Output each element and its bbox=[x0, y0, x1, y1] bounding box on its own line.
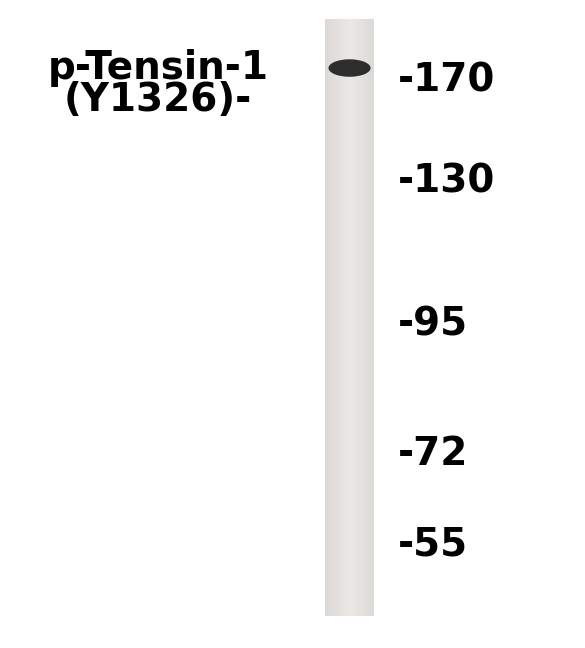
Text: p-Tensin-1: p-Tensin-1 bbox=[47, 49, 269, 87]
Bar bbox=[335, 19, 336, 616]
Text: -130: -130 bbox=[398, 163, 495, 200]
Bar bbox=[373, 19, 374, 616]
Text: -72: -72 bbox=[398, 435, 468, 472]
Bar bbox=[350, 19, 351, 616]
Bar bbox=[351, 19, 352, 616]
Bar bbox=[353, 19, 355, 616]
Bar bbox=[336, 19, 337, 616]
Bar bbox=[345, 19, 346, 616]
Bar bbox=[325, 19, 326, 616]
Bar bbox=[356, 19, 357, 616]
Bar bbox=[326, 19, 327, 616]
Bar bbox=[348, 19, 350, 616]
Bar bbox=[359, 19, 361, 616]
Text: -95: -95 bbox=[398, 305, 468, 343]
Bar bbox=[328, 19, 330, 616]
Bar bbox=[370, 19, 371, 616]
Bar bbox=[338, 19, 340, 616]
Bar bbox=[327, 19, 328, 616]
Bar bbox=[364, 19, 366, 616]
Text: (Y1326)-: (Y1326)- bbox=[64, 82, 252, 119]
Bar bbox=[330, 19, 331, 616]
Bar bbox=[358, 19, 359, 616]
Bar bbox=[371, 19, 372, 616]
Bar bbox=[342, 19, 343, 616]
Bar bbox=[357, 19, 358, 616]
Bar bbox=[361, 19, 362, 616]
Bar bbox=[347, 19, 348, 616]
Ellipse shape bbox=[329, 59, 371, 77]
Bar bbox=[332, 19, 333, 616]
Bar bbox=[363, 19, 364, 616]
Bar bbox=[346, 19, 347, 616]
Bar bbox=[331, 19, 332, 616]
Bar bbox=[367, 19, 368, 616]
Bar bbox=[341, 19, 342, 616]
Bar bbox=[368, 19, 370, 616]
Text: -55: -55 bbox=[398, 526, 468, 563]
Bar bbox=[337, 19, 338, 616]
Bar bbox=[339, 19, 341, 616]
Bar bbox=[362, 19, 363, 616]
Bar bbox=[366, 19, 367, 616]
Bar bbox=[352, 19, 353, 616]
Bar bbox=[355, 19, 356, 616]
Bar bbox=[372, 19, 373, 616]
Text: -170: -170 bbox=[398, 62, 495, 100]
Bar bbox=[333, 19, 335, 616]
Bar bbox=[343, 19, 345, 616]
